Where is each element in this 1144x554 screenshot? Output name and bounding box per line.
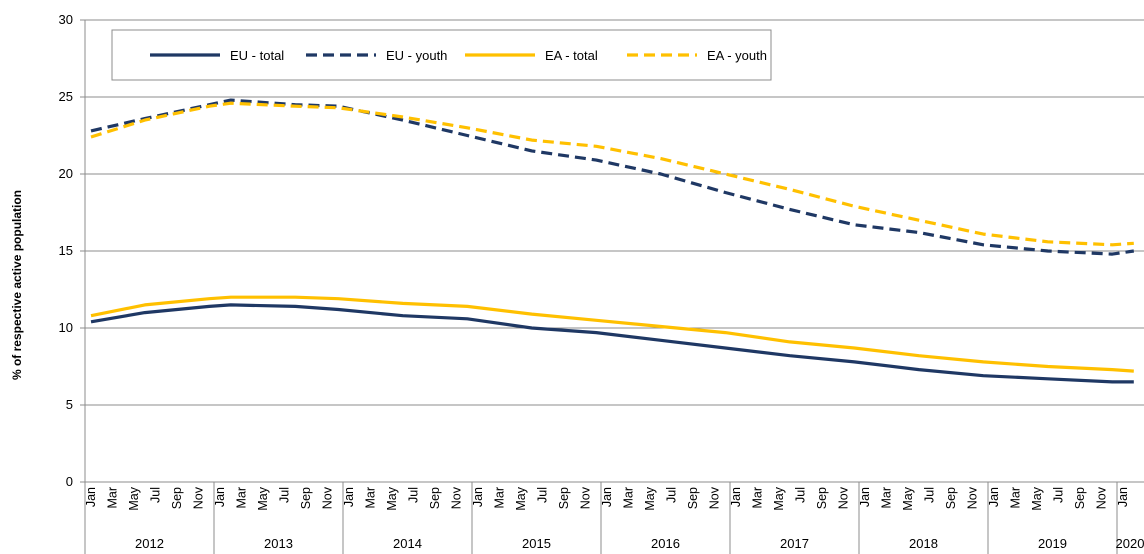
x-tick-label-month: Jul	[278, 487, 292, 503]
x-tick-label-month: May	[256, 486, 270, 510]
x-tick-label-month: Jan	[213, 487, 227, 507]
x-tick-label-month: Jul	[794, 487, 808, 503]
x-tick-label-month: Mar	[493, 487, 507, 509]
x-tick-label-year: 2012	[135, 536, 164, 551]
x-tick-label-month: Sep	[815, 487, 829, 509]
x-tick-label-month: Jul	[1052, 487, 1066, 503]
x-tick-label-month: May	[127, 486, 141, 510]
series-line	[90, 101, 1134, 247]
x-tick-label-year: 2015	[522, 536, 551, 551]
x-tick-label-month: May	[772, 486, 786, 510]
x-tick-label-month: May	[385, 486, 399, 510]
x-tick-label-month: Mar	[880, 487, 894, 509]
y-tick-label: 10	[59, 320, 73, 335]
x-tick-label-month: Mar	[751, 487, 765, 509]
x-tick-label-month: Sep	[299, 487, 313, 509]
x-tick-label-month: Jan	[987, 487, 1001, 507]
y-tick-label: 15	[59, 243, 73, 258]
y-axis-label: % of respective active population	[10, 190, 24, 380]
x-tick-label-month: Mar	[364, 487, 378, 509]
x-tick-label-month: Jan	[84, 487, 98, 507]
x-tick-label-month: Mar	[622, 487, 636, 509]
x-tick-label-month: Jul	[149, 487, 163, 503]
x-tick-label-month: Jul	[407, 487, 421, 503]
x-tick-label-year: 2013	[264, 536, 293, 551]
x-tick-label-month: Sep	[557, 487, 571, 509]
x-tick-label-month: Nov	[579, 486, 593, 509]
y-tick-label: 0	[66, 474, 73, 489]
grid-lines	[85, 19, 1144, 406]
y-tick-label: 5	[66, 397, 73, 412]
x-tick-label-year: 2019	[1038, 536, 1067, 551]
x-tick-label-month: Mar	[1009, 487, 1023, 509]
x-tick-label-month: Nov	[192, 486, 206, 509]
x-tick-label-month: Jul	[536, 487, 550, 503]
x-tick-label-month: Nov	[450, 486, 464, 509]
x-tick-label-month: Nov	[966, 486, 980, 509]
legend-label: EU - youth	[386, 48, 447, 63]
legend-label: EA - youth	[707, 48, 767, 63]
x-tick-label-year: 2018	[909, 536, 938, 551]
series-line	[90, 295, 1134, 373]
x-tick-label-month: May	[901, 486, 915, 510]
x-tick-label-month: Nov	[708, 486, 722, 509]
x-tick-label-month: Mar	[235, 487, 249, 509]
x-tick-label-year: 2016	[651, 536, 680, 551]
x-tick-label-month: Jan	[858, 487, 872, 507]
x-tick-label-month: Sep	[944, 487, 958, 509]
x-tick-label-month: Jan	[729, 487, 743, 507]
x-tick-label-month: Nov	[837, 486, 851, 509]
x-tick-label-month: Sep	[1073, 487, 1087, 509]
x-tick-label-month: Sep	[428, 487, 442, 509]
x-tick-label-month: Mar	[106, 487, 120, 509]
y-tick-label: 20	[59, 166, 73, 181]
x-tick-label-month: May	[1030, 486, 1044, 510]
x-tick-label-month: Sep	[170, 487, 184, 509]
y-tick-label: 30	[59, 12, 73, 27]
x-tick-label-month: Jan	[1116, 487, 1130, 507]
series-lines	[90, 98, 1135, 384]
series-line	[90, 98, 1135, 256]
x-tick-label-month: Jul	[923, 487, 937, 503]
x-tick-label-month: May	[643, 486, 657, 510]
series-line	[90, 303, 1134, 384]
x-tick-label-year: 2017	[780, 536, 809, 551]
x-tick-label-month: Nov	[1095, 486, 1109, 509]
legend-label: EU - total	[230, 48, 284, 63]
x-tick-label-month: Nov	[321, 486, 335, 509]
x-tick-label-month: Jan	[471, 487, 485, 507]
axes: 0 5 10 15 20 25 30 Jan Mar May Jul Sep Nov Jan Mar May J…	[59, 12, 1144, 554]
y-tick-label: 25	[59, 89, 73, 104]
legend: EU - total EU - youth EA - total EA - youth	[111, 29, 772, 81]
x-tick-label-year: 2014	[393, 536, 422, 551]
x-tick-label-month: Jul	[665, 487, 679, 503]
x-tick-label-month: Jan	[600, 487, 614, 507]
legend-label: EA - total	[545, 48, 598, 63]
x-tick-label-month: May	[514, 486, 528, 510]
x-tick-label-month: Sep	[686, 487, 700, 509]
x-tick-label-month: Jan	[342, 487, 356, 507]
x-tick-label-year: 2020	[1116, 536, 1144, 551]
